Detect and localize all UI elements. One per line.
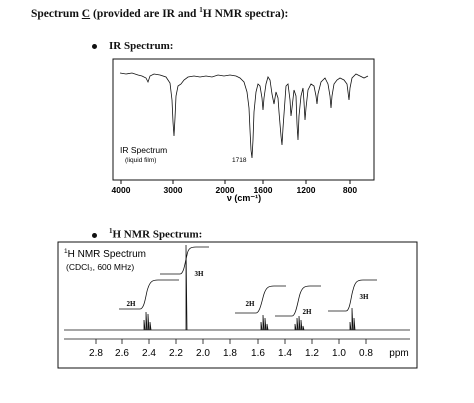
heading-letter: C bbox=[81, 7, 91, 20]
heading-prefix: Spectrum bbox=[31, 7, 82, 20]
ir-spectrum-bullet: IR Spectrum: bbox=[92, 40, 173, 52]
ir-tick-label: 800 bbox=[343, 185, 357, 195]
nmr-bullet-label: H NMR Spectrum: bbox=[112, 228, 203, 241]
nmr-title-sup: 1 bbox=[64, 248, 68, 255]
nmr-unit: ppm bbox=[389, 348, 408, 359]
ir-tick-label: 3000 bbox=[164, 185, 183, 195]
nmr-integral-label: 2H bbox=[127, 300, 137, 308]
heading-middle: (provided are IR and bbox=[90, 7, 200, 20]
ir-title: IR Spectrum bbox=[120, 145, 167, 155]
nmr-tick-label: 1.6 bbox=[251, 348, 265, 359]
heading-suffix: H NMR spectra): bbox=[202, 7, 289, 20]
bullet-dot bbox=[92, 43, 97, 49]
ir-peak-label: 1718 bbox=[232, 157, 247, 164]
nmr-bullet-sup: 1 bbox=[109, 227, 113, 235]
nmr-title: 1H NMR Spectrum bbox=[64, 248, 146, 260]
nmr-title-text: H NMR Spectrum bbox=[68, 249, 146, 260]
nmr-frame bbox=[57, 241, 418, 369]
nmr-tick-label: 2.6 bbox=[115, 348, 129, 359]
ir-subtitle: (liquid film) bbox=[125, 157, 156, 164]
nmr-tick-label: 2.4 bbox=[142, 348, 156, 359]
nmr-subtitle: (CDCl₃, 600 MHz) bbox=[66, 262, 134, 272]
ir-spectrum: IR Spectrum (liquid film) 1718 4000 3000… bbox=[112, 58, 375, 203]
ir-tick-label: 4000 bbox=[112, 185, 131, 195]
ir-bullet-label: IR Spectrum: bbox=[109, 40, 174, 52]
nmr-tick-marks bbox=[95, 339, 367, 344]
nmr-tick-labels: 2.8 2.6 2.4 2.2 2.0 1.8 1.6 1.4 1.2 1.0 … bbox=[89, 348, 373, 359]
nmr-tick-label: 1.2 bbox=[305, 348, 319, 359]
nmr-tick-label: 1.8 bbox=[223, 348, 237, 359]
nmr-integral-labels: 2H 3H 2H 2H 3H bbox=[127, 270, 370, 316]
nmr-integral-label: 2H bbox=[246, 300, 256, 308]
nmr-peaks bbox=[143, 244, 356, 331]
ir-tick-label: 2000 bbox=[216, 185, 235, 195]
nmr-spectrum: 1H NMR Spectrum (CDCl₃, 600 MHz) 2H 3H 2… bbox=[57, 241, 418, 369]
heading-sup: 1 bbox=[199, 6, 203, 14]
nmr-tick-label: 2.8 bbox=[89, 348, 103, 359]
ir-tick-label: 1600 bbox=[254, 185, 273, 195]
nmr-spectrum-bullet: 1H NMR Spectrum: bbox=[92, 227, 202, 241]
nmr-integral-label: 3H bbox=[360, 293, 370, 301]
nmr-tick-label: 1.0 bbox=[332, 348, 346, 359]
bullet-dot bbox=[92, 232, 97, 238]
nmr-tick-label: 0.8 bbox=[359, 348, 373, 359]
nmr-tick-label: 2.0 bbox=[196, 348, 210, 359]
ir-tick-marks bbox=[120, 180, 351, 184]
spectrum-heading: Spectrum C (provided are IR and 1H NMR s… bbox=[31, 6, 288, 20]
nmr-tick-label: 2.2 bbox=[169, 348, 183, 359]
ir-frame bbox=[112, 58, 375, 181]
nmr-integral-label: 3H bbox=[195, 270, 205, 278]
ir-tick-label: 1200 bbox=[297, 185, 316, 195]
ir-trace bbox=[119, 72, 369, 159]
nmr-tick-label: 1.4 bbox=[278, 348, 292, 359]
nmr-integrals bbox=[119, 246, 377, 317]
ir-tick-labels: 4000 3000 2000 1600 1200 800 bbox=[112, 185, 358, 195]
nmr-integral-label: 2H bbox=[303, 308, 313, 316]
ir-xlabel: ν (cm⁻¹) bbox=[227, 193, 261, 203]
